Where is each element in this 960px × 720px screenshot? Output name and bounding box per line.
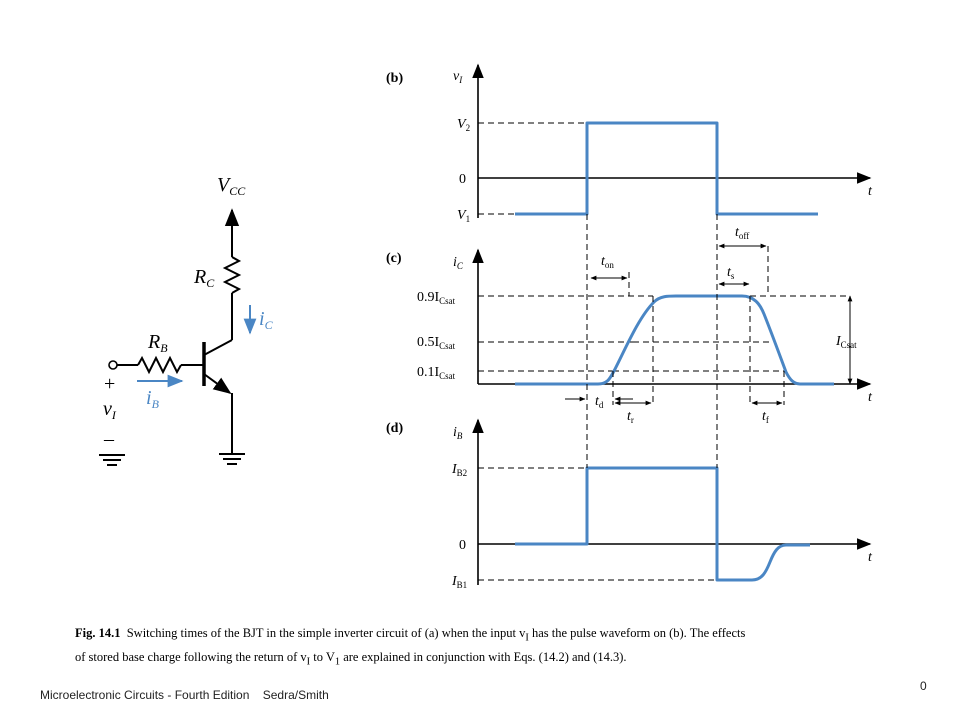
level-01-icsat: 0.1ICsat xyxy=(417,365,456,381)
t-r-label: tr xyxy=(627,409,634,425)
t-d-label: td xyxy=(595,394,604,410)
rb-label: RB xyxy=(147,331,168,355)
icsat-dimension-label: ICsat xyxy=(835,334,857,350)
panel-b-ylabel: vI xyxy=(453,69,463,85)
figure-caption: Fig. 14.1 Switching times of the BJT in … xyxy=(75,626,746,667)
input-terminal xyxy=(108,360,118,370)
base-resistor xyxy=(137,355,182,375)
timing-guides xyxy=(586,214,718,468)
panel-c-ylabel: iC xyxy=(453,255,464,271)
panel-d-ylabel: iB xyxy=(453,425,463,441)
panel-c: (c) iC t 0.9ICsat 0.5ICsat 0.1ICsat ICsa… xyxy=(386,225,873,425)
page-number: 0 xyxy=(920,679,927,693)
level-v1: V1 xyxy=(457,208,470,224)
collector-resistor xyxy=(222,256,242,294)
plus-sign: + xyxy=(104,373,115,395)
ic-waveform xyxy=(515,294,834,386)
panel-c-xlabel: t xyxy=(868,390,873,405)
t-on-label: ton xyxy=(601,254,614,270)
transistor-collector xyxy=(203,339,233,356)
t-s-label: ts xyxy=(727,265,735,281)
level-zero-d: 0 xyxy=(459,538,466,553)
minus-sign: – xyxy=(103,428,115,450)
panel-b: (b) vI t V2 0 V1 xyxy=(386,63,873,224)
ib-waveform xyxy=(515,466,810,582)
panel-c-tag: (c) xyxy=(386,251,402,266)
t-f-label: tf xyxy=(762,409,769,425)
vi-label: vI xyxy=(103,398,117,422)
ib-label: iB xyxy=(146,387,160,411)
footer-book-title: Microelectronic Circuits - Fourth Editio… xyxy=(40,688,329,702)
level-05-icsat: 0.5ICsat xyxy=(417,335,456,351)
vi-waveform xyxy=(515,121,818,216)
panel-d-xlabel: t xyxy=(868,550,873,565)
ic-label: iC xyxy=(259,308,274,332)
vcc-label: VCC xyxy=(217,174,246,198)
transistor-emitter-arrow xyxy=(203,373,232,395)
t-off-label: toff xyxy=(735,225,749,241)
level-v2: V2 xyxy=(457,117,470,133)
panel-b-xlabel: t xyxy=(868,184,873,199)
level-ib1: IB1 xyxy=(451,574,467,590)
panel-b-tag: (b) xyxy=(386,71,403,86)
panel-d: (d) iB t IB2 0 IB1 xyxy=(386,418,873,590)
rc-label: RC xyxy=(193,266,215,290)
level-ib2: IB2 xyxy=(451,462,467,478)
level-09-icsat: 0.9ICsat xyxy=(417,290,456,306)
inverter-circuit: VCC RC iC RB iB + vI – xyxy=(99,174,274,466)
level-zero-b: 0 xyxy=(459,172,466,187)
panel-d-tag: (d) xyxy=(386,421,403,436)
